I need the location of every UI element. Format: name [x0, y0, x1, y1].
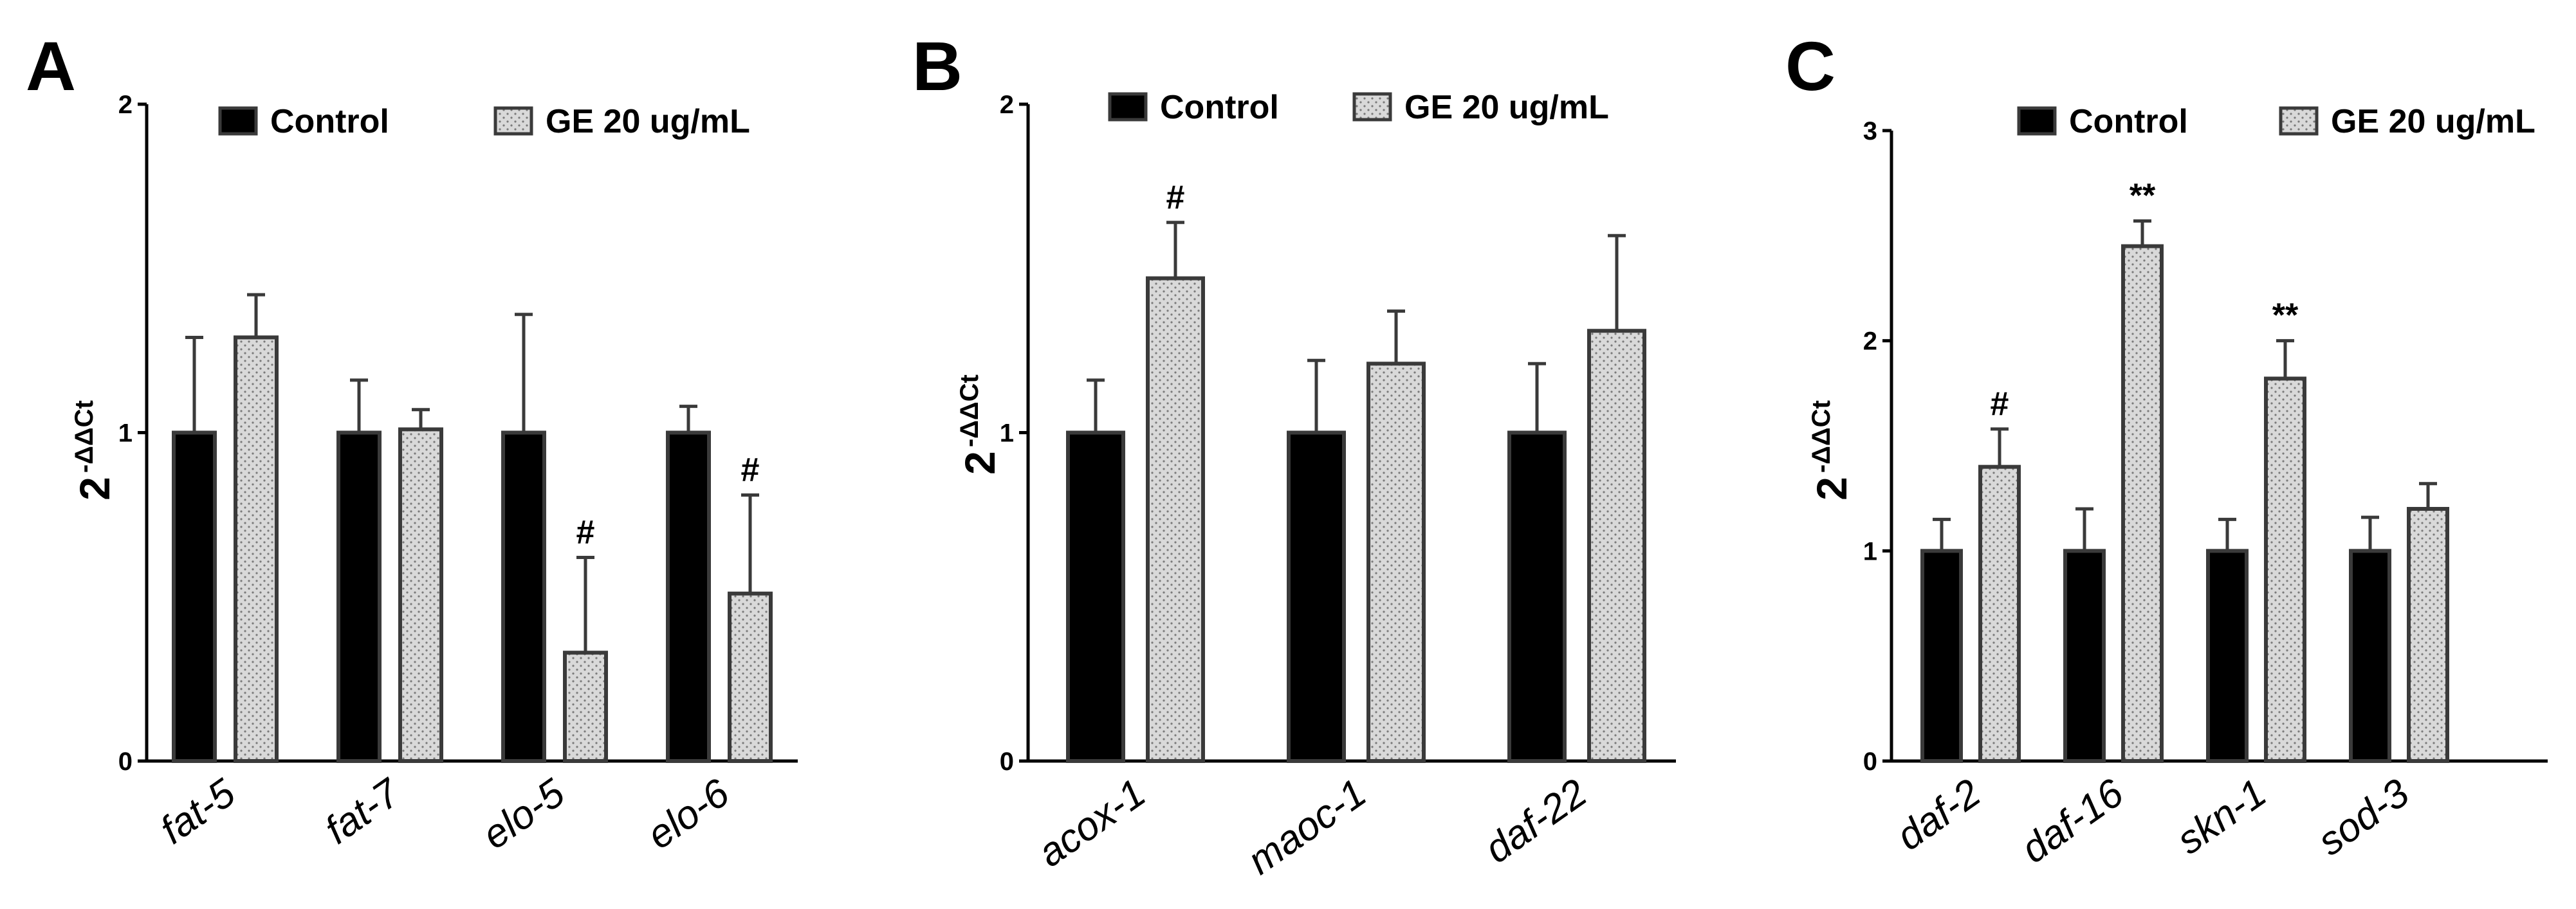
- y-tick-label: 2: [1000, 91, 1014, 119]
- y-axis-label-base: 2: [71, 477, 118, 500]
- panel-c: C 2 -ΔΔCt 0 1 2 3 # daf-2 ** daf-16 ** skn-1 sod-3 C…: [1785, 27, 2548, 872]
- significance-label: #: [1166, 179, 1185, 216]
- x-tick-label: daf-22: [1477, 771, 1595, 872]
- legend-swatch-treatment: [2279, 106, 2319, 136]
- significance-label: #: [576, 513, 595, 551]
- bar-control: [666, 430, 711, 763]
- panel-letter: B: [912, 27, 962, 105]
- legend-label-control: Control: [270, 103, 389, 140]
- y-tick-label: 2: [118, 91, 133, 119]
- bar-treatment: [398, 427, 443, 763]
- bar-treatment: [234, 335, 279, 763]
- bar-treatment: [1146, 276, 1205, 763]
- y-tick-label: 0: [1863, 748, 1877, 776]
- x-tick-label: maoc-1: [1240, 771, 1374, 883]
- x-tick-label: sod-3: [2310, 771, 2417, 864]
- y-axis-label-exponent: -ΔΔCt: [70, 400, 98, 473]
- bar-control: [2063, 549, 2106, 763]
- y-axis-label-base: 2: [956, 451, 1004, 475]
- x-tick-label: daf-2: [1889, 771, 1989, 859]
- bar-control: [1287, 430, 1346, 763]
- significance-label: #: [741, 451, 760, 488]
- y-axis-label: 2 -ΔΔCt: [955, 374, 1004, 475]
- legend-label-treatment: GE 20 ug/mL: [546, 103, 750, 140]
- bar-treatment: [1978, 464, 2021, 764]
- y-axis-label: 2 -ΔΔCt: [1807, 400, 1855, 500]
- legend-label-treatment: GE 20 ug/mL: [2331, 103, 2535, 140]
- bar-treatment: [2121, 244, 2164, 763]
- y-axis-label-base: 2: [1808, 477, 1855, 500]
- panel-b: B 2 -ΔΔCt 0 1 2 # acox-1 maoc-1 daf-22 Control GE…: [912, 27, 1676, 883]
- y-axis-label-exponent: -ΔΔCt: [955, 374, 984, 447]
- significance-label: **: [2272, 297, 2299, 335]
- x-tick-label: acox-1: [1030, 771, 1154, 876]
- y-tick-label: 3: [1863, 117, 1877, 145]
- y-tick-label: 1: [1000, 419, 1014, 448]
- legend-label-control: Control: [1160, 89, 1279, 126]
- y-tick-label: 1: [118, 419, 133, 448]
- legend-swatch-control: [1108, 92, 1148, 122]
- x-tick-label: fat-5: [152, 771, 244, 853]
- bar-control: [1920, 549, 1963, 763]
- bar-control: [501, 430, 546, 763]
- x-tick-label: daf-16: [2013, 771, 2131, 872]
- legend-label-treatment: GE 20 ug/mL: [1404, 89, 1609, 126]
- significance-label: **: [2130, 177, 2156, 214]
- y-tick-label: 0: [118, 748, 133, 776]
- bar-control: [336, 430, 382, 763]
- panel-letter: A: [26, 27, 76, 105]
- bar-control: [172, 430, 217, 763]
- y-tick-label: 2: [1863, 327, 1877, 356]
- bar-treatment: [2407, 507, 2449, 763]
- y-axis-label-exponent: -ΔΔCt: [1807, 400, 1835, 473]
- legend-swatch-treatment: [1352, 92, 1392, 122]
- legend-swatch-control: [2017, 106, 2057, 136]
- bar-control: [1507, 430, 1567, 763]
- y-tick-label: 0: [1000, 748, 1014, 776]
- y-axis-label: 2 -ΔΔCt: [70, 400, 118, 500]
- panel-a: A 2 -ΔΔCt 0 1 2 fat-5 fat-7 # elo-5 # elo-6 Contro…: [26, 27, 798, 858]
- bar-control: [2349, 549, 2391, 763]
- panel-letter: C: [1785, 27, 1835, 105]
- y-tick-label: 1: [1863, 537, 1877, 565]
- legend-swatch-control: [218, 106, 258, 136]
- x-tick-label: elo-6: [639, 771, 738, 858]
- bar-treatment: [2264, 376, 2306, 763]
- significance-label: #: [1991, 385, 2009, 423]
- x-tick-label: elo-5: [475, 771, 573, 858]
- bar-treatment: [563, 650, 608, 763]
- bar-treatment: [728, 591, 773, 764]
- x-tick-label: skn-1: [2169, 771, 2274, 863]
- bar-control: [2206, 549, 2249, 763]
- x-tick-label: fat-7: [317, 770, 409, 853]
- legend-swatch-treatment: [493, 106, 533, 136]
- bar-control: [1066, 430, 1125, 763]
- legend-label-control: Control: [2069, 103, 2188, 140]
- bar-treatment: [1587, 329, 1646, 763]
- bar-treatment: [1366, 362, 1426, 763]
